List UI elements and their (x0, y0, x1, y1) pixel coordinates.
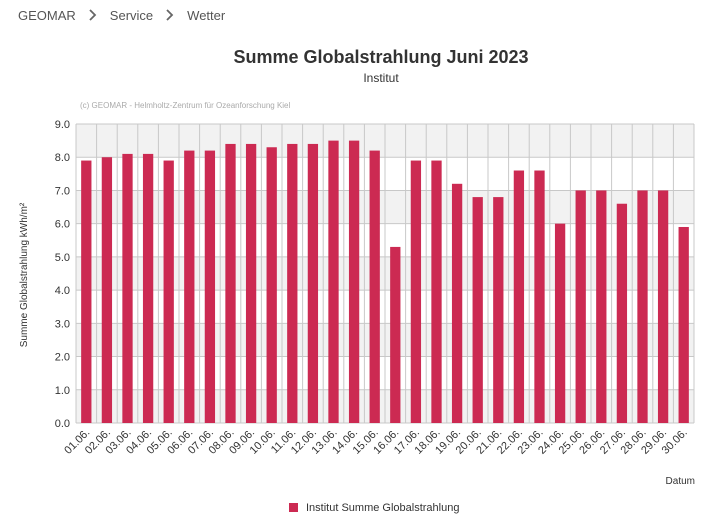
bar[interactable] (225, 143, 236, 423)
breadcrumb: GEOMAR Service Wetter (18, 6, 225, 24)
chart-title: Summe Globalstrahlung Juni 2023 (233, 47, 528, 67)
y-axis-label: Summe Globalstrahlung kWh/m² (19, 202, 30, 347)
bar[interactable] (142, 153, 154, 423)
bar[interactable] (390, 246, 401, 423)
bar[interactable] (596, 190, 607, 423)
bar[interactable] (266, 147, 277, 423)
y-tick-label: 7.0 (55, 185, 70, 197)
chevron-right-icon (86, 8, 100, 22)
gridlines (75, 123, 695, 424)
y-tick-label: 8.0 (55, 152, 70, 164)
y-tick-label: 3.0 (55, 318, 70, 330)
bar[interactable] (472, 197, 483, 423)
chart-credit: (c) GEOMAR - Helmholtz-Zentrum für Ozean… (80, 101, 291, 110)
bar[interactable] (245, 143, 257, 423)
bar[interactable] (431, 160, 442, 424)
breadcrumb-link-service[interactable]: Service (109, 7, 154, 23)
x-axis-ticks: 01.06.02.06.03.06.04.06.05.06.06.06.07.0… (62, 427, 690, 457)
bar[interactable] (81, 160, 92, 424)
bar[interactable] (348, 140, 360, 423)
chart-subtitle: Institut (363, 71, 399, 85)
breadcrumb-link-geomar[interactable]: GEOMAR (18, 7, 76, 23)
bar[interactable] (163, 160, 174, 424)
bar[interactable] (184, 150, 195, 424)
bar[interactable] (637, 190, 648, 423)
bar[interactable] (122, 153, 133, 423)
bar[interactable] (657, 190, 669, 423)
bar[interactable] (328, 140, 339, 423)
breadcrumb-link-wetter[interactable]: Wetter (187, 7, 226, 23)
y-tick-label: 4.0 (55, 285, 70, 297)
bar[interactable] (451, 183, 463, 423)
x-axis-label: Datum (666, 476, 695, 487)
y-axis-ticks: 0.0 1.0 2.0 3.0 4.0 5.0 6.0 7.0 8.0 9.0 (55, 119, 70, 430)
legend-label: Institut Summe Globalstrahlung (306, 502, 459, 514)
y-tick-label: 6.0 (55, 219, 70, 231)
y-tick-label: 2.0 (55, 352, 70, 364)
bar[interactable] (410, 160, 422, 424)
legend-swatch (289, 503, 298, 512)
y-tick-label: 9.0 (55, 119, 70, 131)
bar[interactable] (513, 170, 525, 423)
bar[interactable] (554, 223, 566, 423)
bar[interactable] (575, 190, 586, 423)
bar[interactable] (307, 143, 319, 423)
bar[interactable] (287, 143, 298, 423)
bar[interactable] (369, 150, 380, 424)
bar[interactable] (616, 203, 628, 423)
y-tick-label: 5.0 (55, 252, 70, 264)
bar[interactable] (534, 170, 545, 423)
y-tick-label: 0.0 (55, 418, 70, 430)
bar[interactable] (101, 157, 113, 423)
legend[interactable]: Institut Summe Globalstrahlung (289, 502, 459, 514)
bar[interactable] (678, 226, 689, 423)
chevron-right-icon (163, 8, 177, 22)
y-tick-label: 1.0 (55, 385, 70, 397)
bar-series (81, 140, 689, 424)
bar[interactable] (493, 197, 504, 423)
bar[interactable] (204, 150, 216, 424)
